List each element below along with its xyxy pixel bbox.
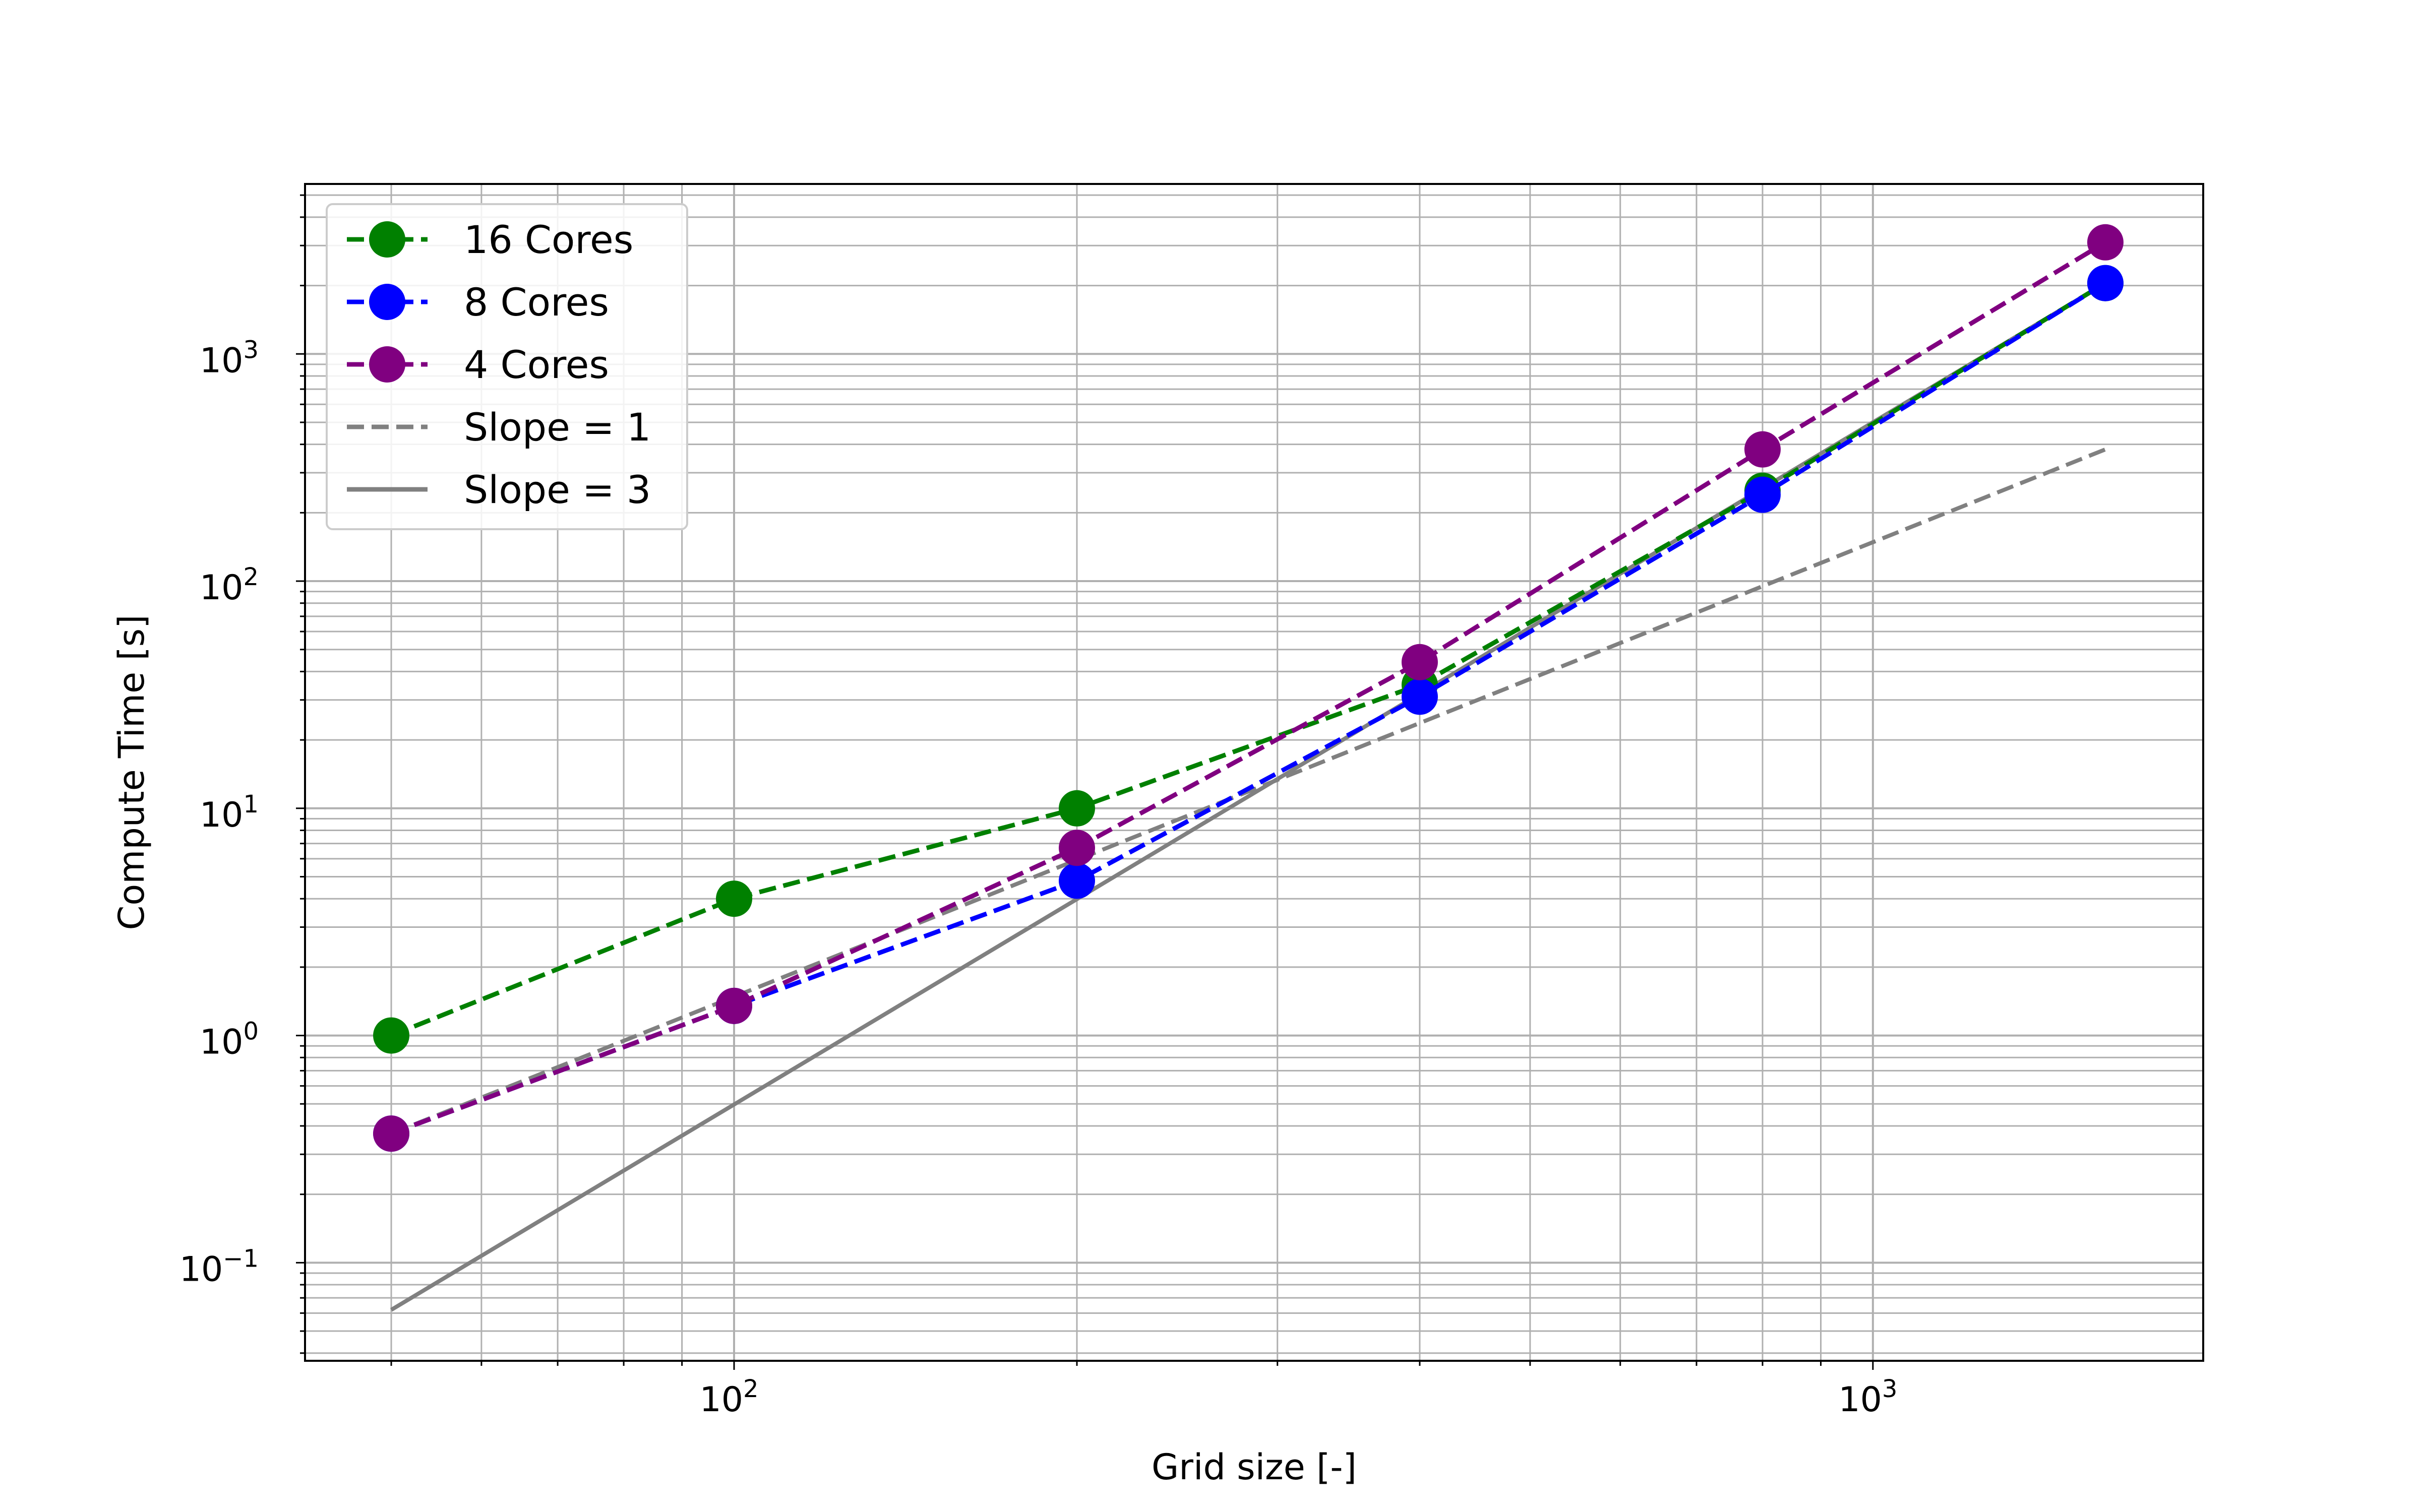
legend-label-slope-1: Slope = 1 <box>464 405 651 450</box>
data-point-4-cores <box>2087 224 2124 261</box>
legend: 16 Cores 8 Cores 4 Cores Slope = 1 Slope = 3 <box>326 203 688 530</box>
data-point-8-cores <box>1058 862 1095 899</box>
data-point-8-cores <box>1401 678 1438 715</box>
y-tick-label: 101 <box>200 790 259 835</box>
legend-box <box>326 203 688 530</box>
data-point-4-cores <box>1401 644 1438 680</box>
series-line-4-cores <box>390 240 2107 1136</box>
series-line-slope-1 <box>390 447 2106 1136</box>
legend-label-slope-3: Slope = 3 <box>464 467 651 512</box>
ticks: 102 103 10−1 100 101 102 103 <box>179 194 1897 1420</box>
x-axis-label: Grid size [-] <box>1152 1446 1357 1488</box>
x-tick-label: 102 <box>699 1375 758 1420</box>
data-point-8-cores <box>1744 476 1781 513</box>
series-line-slope-3 <box>390 281 2106 1312</box>
legend-marker-16-cores <box>369 221 405 258</box>
legend-marker-4-cores <box>369 346 405 383</box>
y-tick-label: 100 <box>200 1018 259 1062</box>
data-point-4-cores <box>1058 830 1095 866</box>
y-tick-label: 102 <box>200 563 259 608</box>
y-tick-label: 103 <box>200 336 259 381</box>
data-point-4-cores <box>373 1115 410 1152</box>
series-layer <box>373 224 2124 1312</box>
y-tick-label: 10−1 <box>179 1244 259 1289</box>
data-point-4-cores <box>1744 431 1781 468</box>
legend-label-4-cores: 4 Cores <box>464 342 609 387</box>
data-point-8-cores <box>2087 265 2124 301</box>
data-point-16-cores <box>373 1017 410 1054</box>
data-point-16-cores <box>1058 790 1095 827</box>
y-axis-label: Compute Time [s] <box>111 614 152 930</box>
legend-marker-8-cores <box>369 284 405 320</box>
x-tick-label: 103 <box>1838 1375 1897 1420</box>
data-point-16-cores <box>716 880 753 917</box>
legend-label-8-cores: 8 Cores <box>464 280 609 325</box>
series-line-16-cores <box>390 281 2107 1038</box>
legend-label-16-cores: 16 Cores <box>464 217 633 262</box>
data-point-4-cores <box>716 987 753 1024</box>
plot-frame <box>304 183 2204 1362</box>
